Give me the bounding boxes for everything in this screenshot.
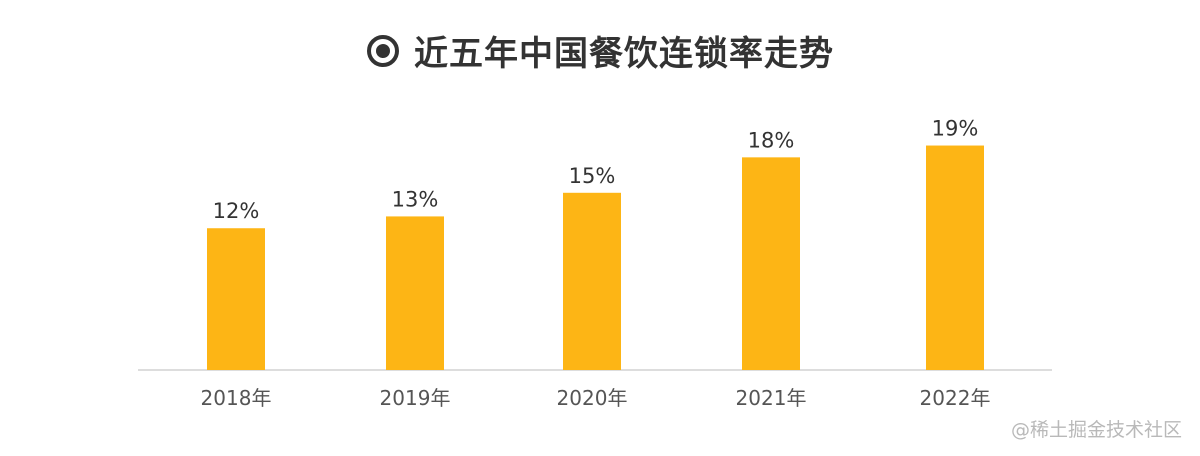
data-label-2: 15% xyxy=(569,164,616,188)
x-tick-label-2: 2020年 xyxy=(557,386,628,410)
x-tick-label-0: 2018年 xyxy=(201,386,272,410)
x-tick-label-4: 2022年 xyxy=(920,386,991,410)
bar-0 xyxy=(207,228,265,370)
radio-target-icon xyxy=(367,34,399,67)
x-tick-label-1: 2019年 xyxy=(380,386,451,410)
x-tick-label-3: 2021年 xyxy=(736,386,807,410)
data-label-0: 12% xyxy=(213,199,260,223)
data-label-4: 19% xyxy=(932,117,979,141)
data-label-1: 13% xyxy=(392,187,439,211)
chart-title: 近五年中国餐饮连锁率走势 xyxy=(414,34,834,74)
bars-group: 12% 2018年 13% 2019年 15% 2020年 18% 2021年 19% 2022年 xyxy=(201,117,991,410)
data-label-3: 18% xyxy=(748,128,795,152)
watermark: @稀土掘金技术社区 xyxy=(1010,419,1182,441)
bar-4 xyxy=(926,145,984,370)
bar-2 xyxy=(563,192,621,370)
bar-3 xyxy=(742,157,800,370)
bar-1 xyxy=(386,216,444,370)
chart-title-row: 近五年中国餐饮连锁率走势 xyxy=(0,26,1200,75)
